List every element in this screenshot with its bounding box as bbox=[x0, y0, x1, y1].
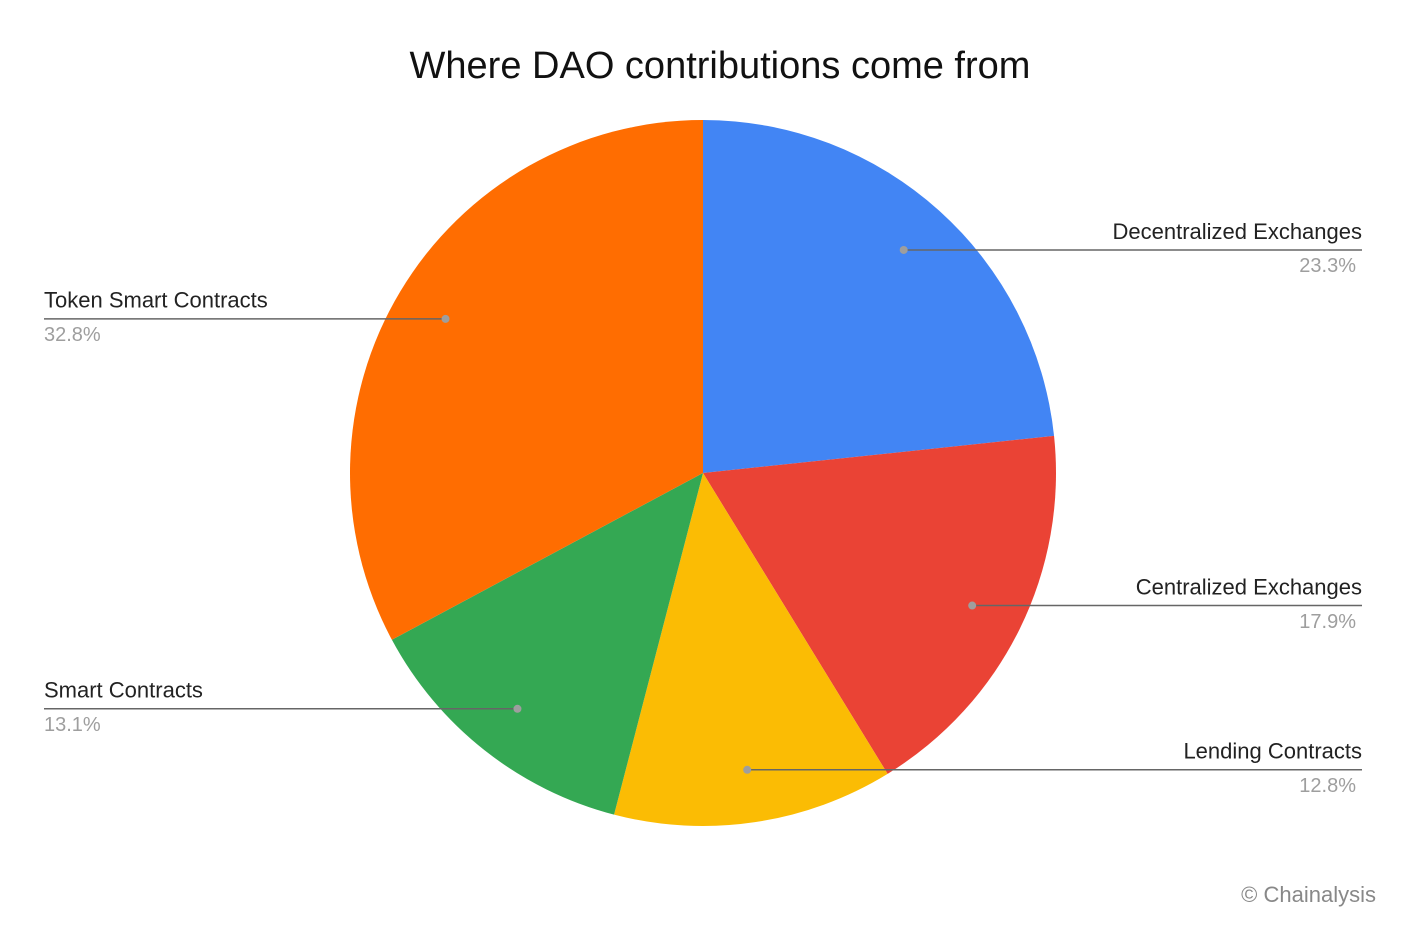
leader-dot bbox=[441, 314, 450, 323]
slice-label: Centralized Exchanges bbox=[1136, 574, 1362, 599]
slice-label: Decentralized Exchanges bbox=[1113, 219, 1362, 244]
pie-slice bbox=[349, 120, 703, 640]
source: © Chainalysis bbox=[1241, 882, 1376, 907]
pie-slice bbox=[703, 120, 1055, 473]
chart-title: Where DAO contributions come from bbox=[410, 45, 1031, 87]
slice-label: Smart Contracts bbox=[44, 678, 203, 703]
pie-slice bbox=[614, 473, 888, 826]
slice-value: 13.1% bbox=[44, 714, 101, 736]
pie-slice bbox=[703, 435, 1057, 774]
leader-dot bbox=[899, 245, 908, 254]
leader-dot bbox=[968, 601, 977, 610]
slice-value: 17.9% bbox=[1299, 611, 1356, 633]
slice-label: Token Smart Contracts bbox=[44, 288, 268, 313]
slice-label: Lending Contracts bbox=[1183, 739, 1362, 764]
slice-value: 12.8% bbox=[1299, 775, 1356, 797]
leader-dot bbox=[513, 704, 522, 713]
leader-dot bbox=[743, 765, 752, 774]
slice-value: 23.3% bbox=[1299, 255, 1356, 277]
pie-slice bbox=[391, 473, 703, 815]
slice-value: 32.8% bbox=[44, 324, 101, 346]
